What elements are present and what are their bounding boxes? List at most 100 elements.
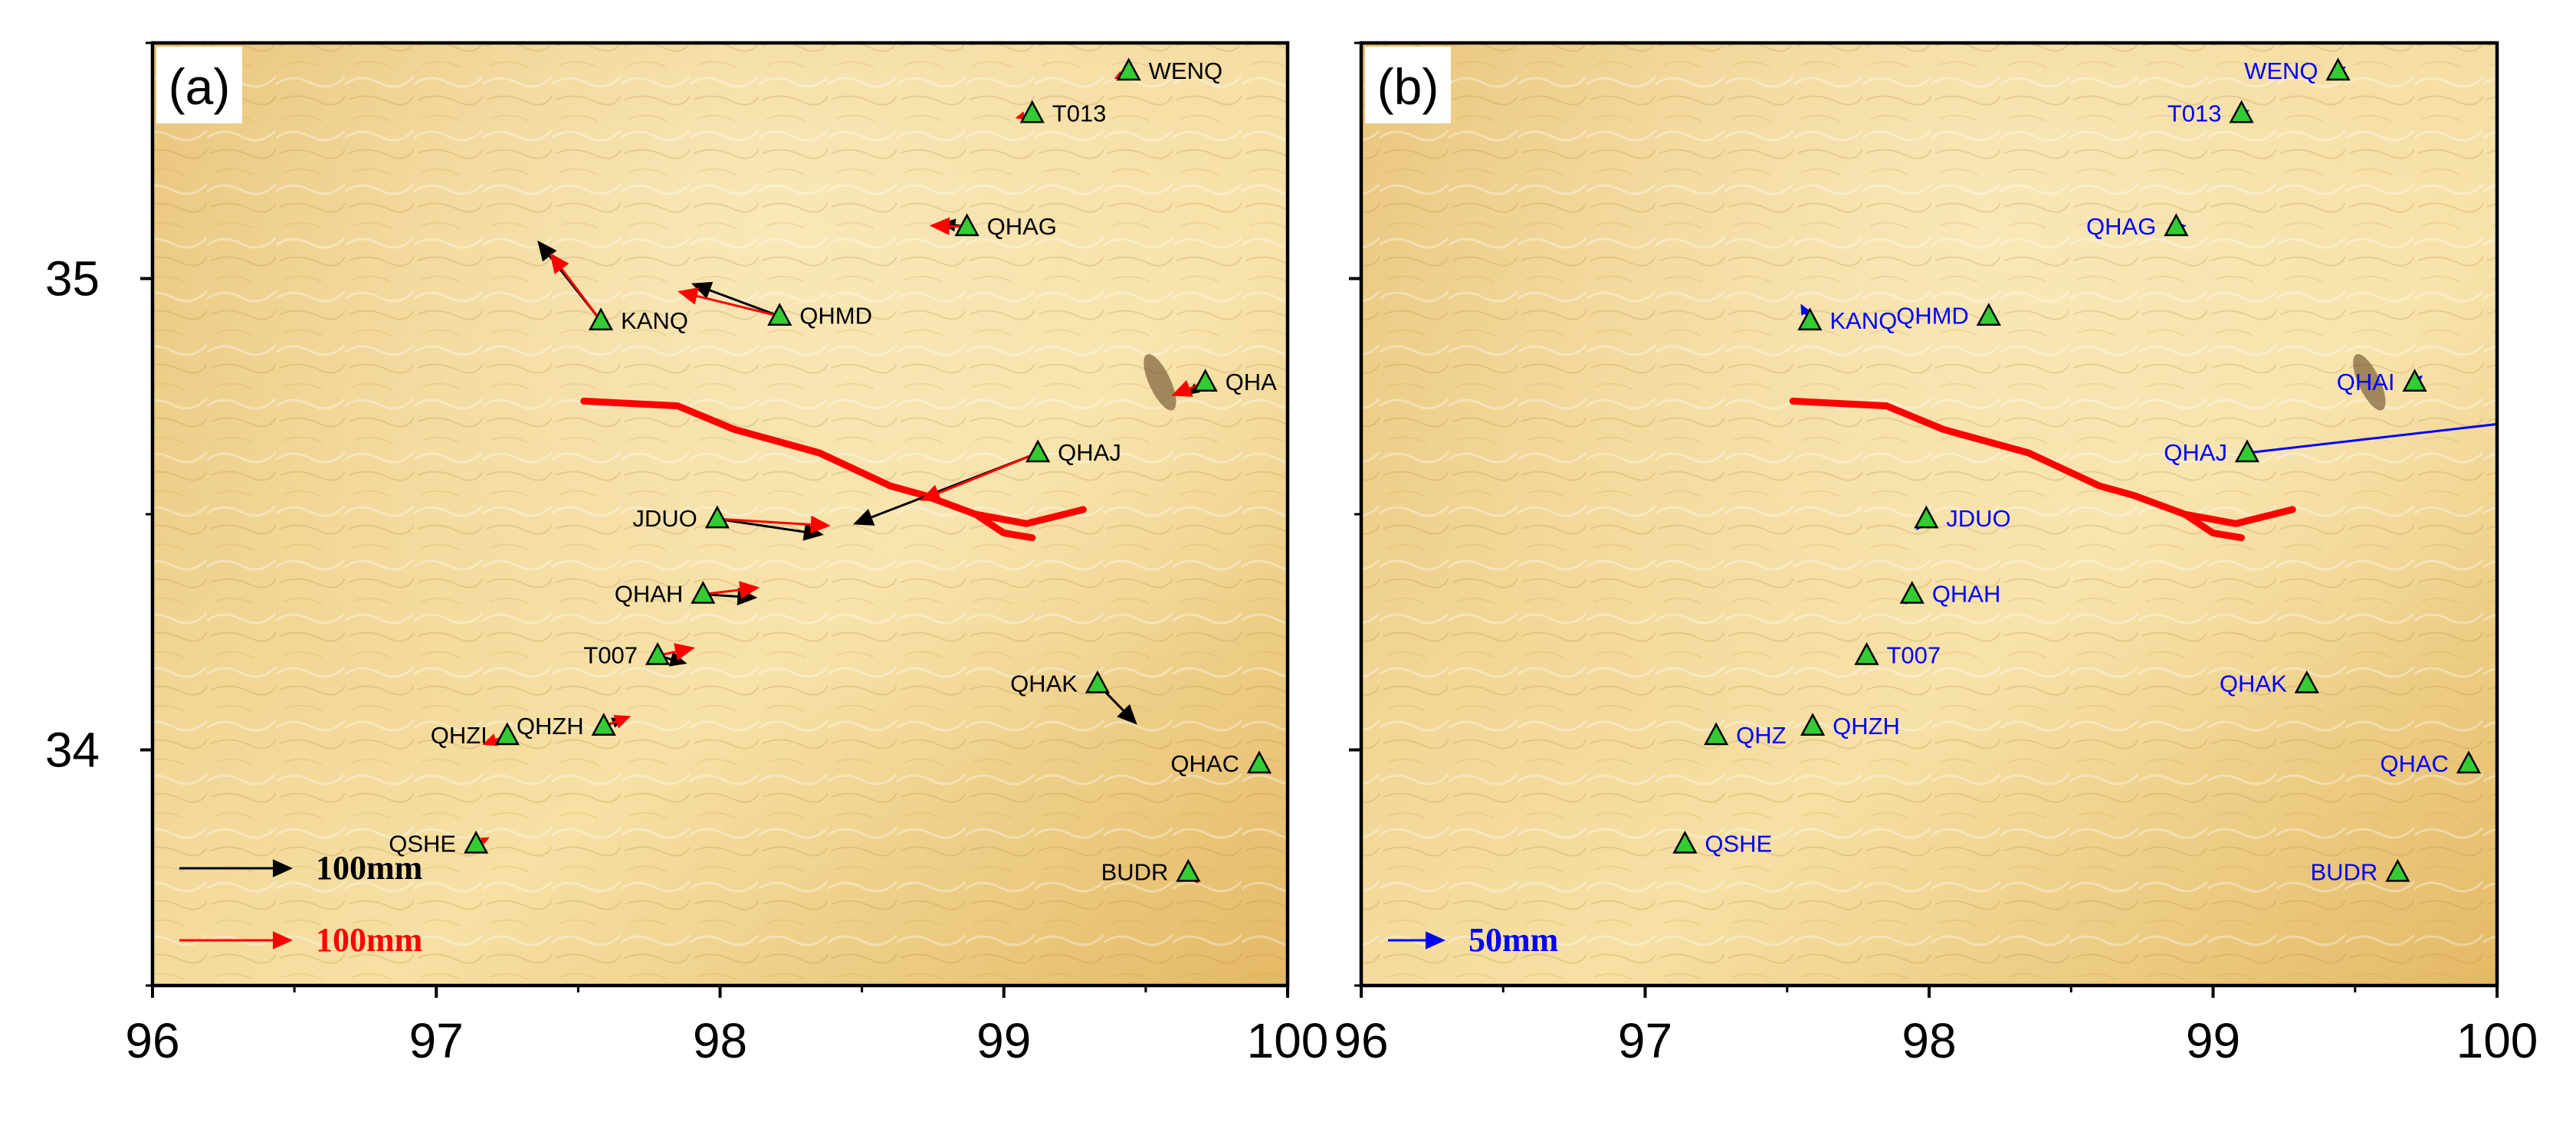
residual-blue-arrow-kanq-head	[1800, 303, 1810, 316]
observed-black-arrow-qhmd-head	[691, 281, 714, 299]
station-qhak[interactable]: QHAK	[2220, 670, 2319, 697]
station-qhac[interactable]: QHAC	[1170, 750, 1272, 777]
observed-black-arrow-qhak-head	[1117, 704, 1137, 725]
station-qhag[interactable]: QHAG	[2086, 213, 2189, 240]
observed-red-arrow-qhmd-shaft	[696, 294, 780, 318]
station-label: T013	[2167, 100, 2222, 126]
observed-red-arrow-jduo-shaft	[717, 517, 811, 526]
station-label: QHAG	[987, 213, 1057, 240]
rupture-trace	[580, 397, 1087, 527]
station-qhaj[interactable]: QHAJ	[2164, 439, 2260, 466]
station-triangle-icon	[1193, 369, 1218, 392]
station-wenq[interactable]: WENQ	[2244, 57, 2351, 84]
station-qhaj[interactable]: QHAJ	[1025, 439, 1121, 466]
observed-black-arrow-qhaj-head	[852, 509, 875, 526]
rupture-branch	[2181, 510, 2245, 542]
station-label: QHAH	[1932, 581, 2001, 608]
station-qhai[interactable]: QHAI	[2337, 369, 2427, 395]
observed-red-arrow-t007-head	[674, 643, 695, 661]
station-budr[interactable]: BUDR	[2310, 858, 2410, 885]
station-qshe[interactable]: QSHE	[389, 830, 489, 858]
station-jduo[interactable]: JDUO	[1914, 505, 2011, 532]
station-triangle-icon	[1797, 307, 1823, 331]
station-label: T013	[1052, 100, 1107, 126]
station-t007[interactable]: T007	[1854, 642, 1941, 669]
station-label: QHZH	[1833, 713, 1900, 740]
station-label: JDUO	[1946, 505, 2010, 532]
station-triangle-icon	[2234, 439, 2260, 463]
station-jduo[interactable]: JDUO	[632, 505, 730, 532]
observed-red-arrow-kanq-shaft	[560, 267, 602, 322]
observed-red-arrow-qhai-head	[1171, 380, 1193, 397]
residual-blue-arrow-qhaj-shaft	[2246, 422, 2497, 454]
station-label: QHAG	[2086, 213, 2156, 240]
station-t007[interactable]: T007	[583, 641, 671, 669]
station-triangle-icon	[494, 722, 520, 746]
observed-red-arrow-qhzi-head	[482, 733, 499, 746]
station-qhmd[interactable]: QHMD	[1896, 303, 2001, 330]
station-wenq[interactable]: WENQ	[1116, 57, 1222, 84]
station-triangle-icon	[1800, 713, 1826, 736]
station-triangle-icon	[463, 830, 489, 854]
station-triangle-icon	[1914, 505, 1939, 529]
observed-red-arrow-qhag-head	[929, 217, 950, 235]
observed-red-arrow-qhmd-head	[678, 287, 700, 305]
station-label: T007	[583, 642, 638, 669]
legend-arrow-black-head	[273, 859, 293, 877]
station-label: BUDR	[1101, 858, 1169, 885]
panel-label: (a)	[156, 47, 242, 123]
station-qhag[interactable]: QHAG	[954, 213, 1057, 240]
station-triangle-icon	[1672, 830, 1698, 854]
station-t013[interactable]: T013	[2167, 100, 2254, 126]
lon-tick-label: 99	[2186, 1013, 2240, 1068]
station-triangle-icon	[954, 213, 980, 237]
observed-red-arrow-qshe-head	[480, 837, 490, 845]
lon-tick-label: 96	[125, 1013, 179, 1068]
panel-label-box	[1365, 47, 1451, 123]
station-kanq[interactable]: KANQ	[1797, 307, 1897, 334]
legend-label: 50mm	[1468, 921, 1558, 959]
station-kanq[interactable]: KANQ	[588, 307, 688, 334]
station-qhzh[interactable]: QHZH	[1800, 713, 1900, 740]
legend-black: 100mm	[179, 849, 422, 887]
observed-black-arrow-qhmd-shaft	[709, 289, 780, 318]
lon-tick-label: 100	[1247, 1013, 1329, 1068]
station-label: T007	[1886, 642, 1941, 669]
station-qshe[interactable]: QSHE	[1672, 830, 1772, 858]
station-triangle-icon	[691, 580, 716, 604]
station-qhak[interactable]: QHAK	[1010, 670, 1111, 697]
station-label: QHZH	[517, 713, 584, 740]
station-label: QHMD	[799, 303, 872, 330]
station-qhzi[interactable]: QHZ	[1704, 722, 1787, 749]
station-label: WENQ	[2244, 57, 2318, 84]
station-label: QHA	[1226, 369, 1278, 395]
rupture-trace	[1789, 397, 2296, 527]
station-label: KANQ	[621, 307, 688, 334]
station-budr[interactable]: BUDR	[1101, 858, 1201, 885]
terrain-peak	[2353, 354, 2386, 411]
station-triangle-icon	[1116, 57, 1141, 81]
station-label: QSHE	[389, 831, 456, 858]
station-qhah[interactable]: QHAH	[1899, 581, 2001, 608]
station-triangle-icon	[645, 641, 671, 665]
station-t013[interactable]: T013	[1019, 100, 1107, 126]
map-content: WENQ T013 QHAG KANQ QHMD QHA QHAJ JDUO QHAH T007 Q…	[389, 57, 1277, 886]
station-qhzi[interactable]: QHZI	[431, 722, 520, 749]
station-qhac[interactable]: QHAC	[2380, 750, 2482, 777]
station-label: QHAK	[2220, 670, 2287, 697]
station-triangle-icon	[1176, 858, 1201, 882]
legend-arrow-blue-head	[1426, 931, 1446, 950]
station-triangle-icon	[2385, 858, 2410, 882]
station-qhah[interactable]: QHAH	[615, 580, 716, 608]
station-qhmd[interactable]: QHMD	[767, 303, 872, 330]
legend-label: 100mm	[316, 921, 422, 959]
station-qhzh[interactable]: QHZH	[517, 713, 616, 740]
lon-tick-label: 98	[1902, 1013, 1956, 1068]
station-triangle-icon	[2229, 100, 2254, 123]
station-triangle-icon	[767, 303, 792, 326]
station-qhai[interactable]: QHA	[1193, 369, 1278, 395]
lon-tick-label: 99	[976, 1013, 1031, 1068]
